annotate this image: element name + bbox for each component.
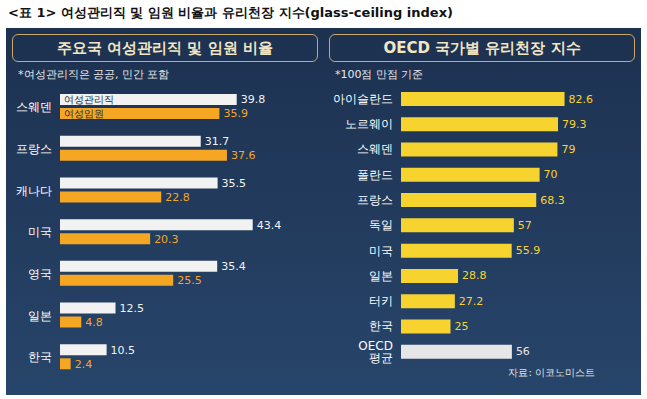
html-text:OECD 국가별 유리천장 지수: OECD 국가별 유리천장 지수 [383,39,581,57]
svg-text:한국: 한국 [28,350,52,364]
svg-text:미국: 미국 [28,225,52,239]
svg-text:68.3: 68.3 [540,194,565,207]
svg-text:70: 70 [544,168,558,181]
svg-text:영국: 영국 [28,267,52,281]
svg-text:여성관리직: 여성관리직 [64,94,114,105]
svg-text:25.5: 25.5 [177,274,202,287]
html-text:*100점 만점 기준: *100점 만점 기준 [335,68,424,81]
svg-text:OECD평균: OECD평균 [358,339,393,365]
svg-text:22.8: 22.8 [165,191,190,204]
svg-text:터키: 터키 [369,294,393,308]
svg-text:10.5: 10.5 [111,344,135,357]
svg-text:57: 57 [518,219,532,232]
svg-text:35.5: 35.5 [222,177,247,190]
svg-text:한국: 한국 [369,319,393,333]
svg-text:여성임원: 여성임원 [64,108,104,119]
svg-text:39.8: 39.8 [241,93,266,106]
svg-text:43.4: 43.4 [257,219,282,232]
svg-text:35.9: 35.9 [223,107,248,120]
html-text:<표 1> 여성관리직 및 임원 비율과 유리천장 지수(g: <표 1> 여성관리직 및 임원 비율과 유리천장 지수(glass-ceili… [8,5,453,20]
svg-text:미국: 미국 [369,244,393,258]
svg-text:폴란드: 폴란드 [357,168,393,182]
svg-text:아이슬란드: 아이슬란드 [333,92,393,106]
svg-text:55.9: 55.9 [516,244,541,257]
svg-text:37.6: 37.6 [231,149,256,162]
html-text:주요국 여성관리직 및 임원 비율: 주요국 여성관리직 및 임원 비율 [57,39,273,57]
svg-text:스웨덴: 스웨덴 [16,100,52,114]
svg-text:일본: 일본 [28,309,52,323]
svg-text:79.3: 79.3 [562,118,587,131]
svg-text:일본: 일본 [369,269,393,283]
svg-text:프랑스: 프랑스 [16,142,52,156]
svg-text:28.8: 28.8 [462,269,487,282]
svg-text:2.4: 2.4 [75,358,93,371]
svg-text:27.2: 27.2 [459,295,484,308]
svg-text:79: 79 [561,143,575,156]
svg-text:독일: 독일 [369,218,393,232]
svg-text:프랑스: 프랑스 [357,193,393,207]
svg-text:31.7: 31.7 [205,135,230,148]
svg-text:스웨덴: 스웨덴 [357,142,393,156]
svg-text:캐나다: 캐나다 [16,184,52,198]
svg-text:20.3: 20.3 [154,233,179,246]
html-text:자료: 이코노미스트: 자료: 이코노미스트 [508,367,595,378]
svg-text:12.5: 12.5 [120,302,145,315]
svg-text:35.4: 35.4 [221,260,246,273]
svg-text:25: 25 [455,320,469,333]
html-text:*여성관리직은 공공, 민간 포함: *여성관리직은 공공, 민간 포함 [18,68,170,81]
svg-text:노르웨이: 노르웨이 [345,117,393,131]
svg-text:4.8: 4.8 [85,316,103,329]
svg-text:82.6: 82.6 [569,93,594,106]
svg-text:56: 56 [516,345,530,358]
